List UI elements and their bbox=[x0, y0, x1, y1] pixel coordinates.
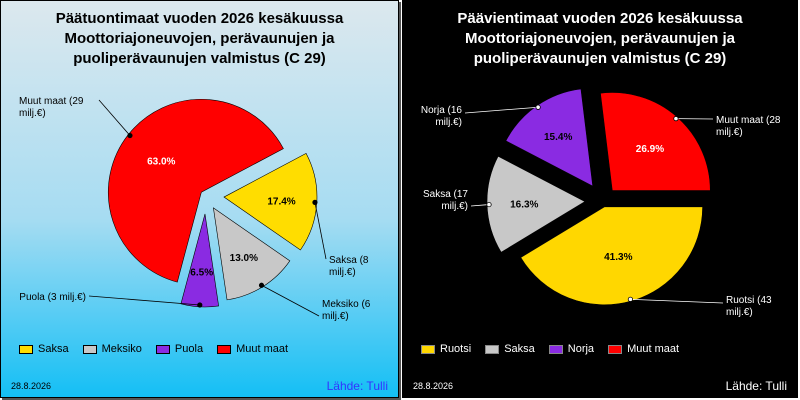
legend-swatch-muut-maat bbox=[217, 344, 232, 354]
import-chart-panel: Päätuontimaat vuoden 2026 kesäkuussa Moo… bbox=[0, 0, 399, 398]
slice-callout-label-norja: Norja (16 milj.€) bbox=[421, 105, 463, 128]
callout-leader-saksa bbox=[470, 204, 490, 207]
chart-title: Päätuontimaat vuoden 2026 kesäkuussa Moo… bbox=[1, 9, 398, 69]
callout-leader-muut-maat bbox=[98, 99, 131, 136]
slice-callout-label-muut-maat: Muut maat (28 milj.€) bbox=[716, 115, 781, 138]
legend-label-puola: Puola bbox=[174, 343, 204, 355]
legend-item-norja: Norja bbox=[548, 343, 595, 355]
chart-title-line-3: puoliperävaunujen valmistus (C 29) bbox=[73, 50, 326, 67]
callout-marker-saksa bbox=[312, 199, 318, 205]
legend-label-saksa: Saksa bbox=[38, 343, 69, 355]
slice-percent-label-ruotsi: 41.3% bbox=[604, 252, 632, 263]
slice-percent-label-puola: 6.5% bbox=[190, 268, 213, 279]
legend-swatch-saksa bbox=[485, 344, 500, 354]
slice-percent-label-muut-maat: 26.9% bbox=[636, 144, 664, 155]
legend-swatch-norja bbox=[548, 344, 563, 354]
callout-marker-norja bbox=[535, 104, 541, 110]
legend-label-saksa: Saksa bbox=[504, 343, 535, 355]
slice-callout-label-puola: Puola (3 milj.€) bbox=[19, 292, 86, 303]
import-pie-chart: 17.4% Saksa (8 milj.€) 13.0% Meksiko (6 milj.… bbox=[19, 96, 371, 322]
slice-callout-label-saksa: Saksa (8 milj.€) bbox=[329, 255, 369, 278]
chart-date: 28.8.2026 bbox=[413, 381, 454, 391]
chart-title-line-1: Päätuontimaat vuoden 2026 kesäkuussa bbox=[55, 10, 344, 27]
export-pie-chart: 41.3% Ruotsi (43 milj.€) 16.3% Saksa (17 milj… bbox=[421, 88, 781, 318]
slice-percent-label-saksa: 17.4% bbox=[267, 196, 295, 207]
legend-swatch-puola bbox=[155, 344, 170, 354]
legend-label-ruotsi: Ruotsi bbox=[440, 343, 472, 355]
chart-source: Lähde: Tulli bbox=[725, 379, 787, 393]
callout-marker-muut-maat bbox=[673, 116, 679, 122]
legend-item-meksiko: Meksiko bbox=[82, 343, 142, 355]
callout-marker-puola bbox=[197, 302, 203, 308]
callout-leader-ruotsi bbox=[630, 298, 724, 304]
slice-callout-label-meksiko: Meksiko (6 milj.€) bbox=[322, 299, 371, 322]
callout-marker-meksiko bbox=[258, 282, 265, 288]
callout-marker-saksa bbox=[486, 201, 492, 208]
chart-date: 28.8.2026 bbox=[11, 381, 52, 391]
legend-swatch-meksiko bbox=[82, 344, 97, 354]
callout-leader-saksa bbox=[314, 202, 327, 260]
legend-label-muut-maat: Muut maat bbox=[236, 343, 289, 355]
slice-callout-label-ruotsi: Ruotsi (43 milj.€) bbox=[726, 295, 772, 318]
callout-marker-muut-maat bbox=[127, 132, 133, 139]
legend-item-ruotsi: Ruotsi bbox=[421, 343, 471, 355]
chart-legend: Saksa Meksiko Puola Muut maat bbox=[19, 343, 288, 355]
slice-callout-label-saksa: Saksa (17 milj.€) bbox=[423, 189, 468, 212]
legend-label-muut-maat: Muut maat bbox=[627, 343, 680, 355]
chart-source: Lähde: Tulli bbox=[326, 379, 388, 393]
slice-percent-label-norja: 15.4% bbox=[544, 132, 572, 143]
chart-title-line-3: puoliperävaunujen valmistus (C 29) bbox=[473, 50, 727, 67]
export-chart-panel: Päävientimaat vuoden 2026 kesäkuussa Moo… bbox=[402, 0, 798, 398]
chart-title-line-1: Päävientimaat vuoden 2026 kesäkuussa bbox=[457, 10, 743, 27]
legend-swatch-saksa bbox=[19, 344, 33, 354]
slice-callout-label-muut-maat: Muut maat (29 milj.€) bbox=[19, 96, 84, 119]
legend-item-muut-maat: Muut maat bbox=[608, 343, 679, 355]
legend-item-saksa: Saksa bbox=[19, 343, 69, 355]
callout-leader-meksiko bbox=[261, 284, 320, 317]
slice-percent-label-meksiko: 13.0% bbox=[230, 253, 258, 264]
chart-legend: Ruotsi Saksa Norja Muut maat bbox=[421, 343, 679, 355]
chart-title-line-2: Moottoriajoneuvojen, perävaunujen ja bbox=[464, 30, 736, 47]
legend-label-meksiko: Meksiko bbox=[101, 343, 142, 355]
callout-marker-ruotsi bbox=[627, 296, 634, 302]
legend-swatch-ruotsi bbox=[421, 344, 435, 354]
chart-title-line-2: Moottoriajoneuvojen, perävaunujen ja bbox=[64, 30, 335, 47]
callout-leader-norja bbox=[464, 106, 539, 114]
legend-item-saksa: Saksa bbox=[485, 343, 535, 355]
legend-swatch-muut-maat bbox=[608, 344, 623, 354]
pie-slice-muut-maat bbox=[600, 92, 711, 191]
legend-item-muut-maat: Muut maat bbox=[217, 343, 288, 355]
legend-item-puola: Puola bbox=[155, 343, 204, 355]
slice-percent-label-saksa: 16.3% bbox=[510, 199, 538, 210]
legend-label-norja: Norja bbox=[567, 343, 595, 355]
callout-leader-puola bbox=[88, 295, 200, 306]
chart-title: Päävientimaat vuoden 2026 kesäkuussa Moo… bbox=[403, 9, 797, 69]
slice-percent-label-muut-maat: 63.0% bbox=[147, 156, 175, 167]
